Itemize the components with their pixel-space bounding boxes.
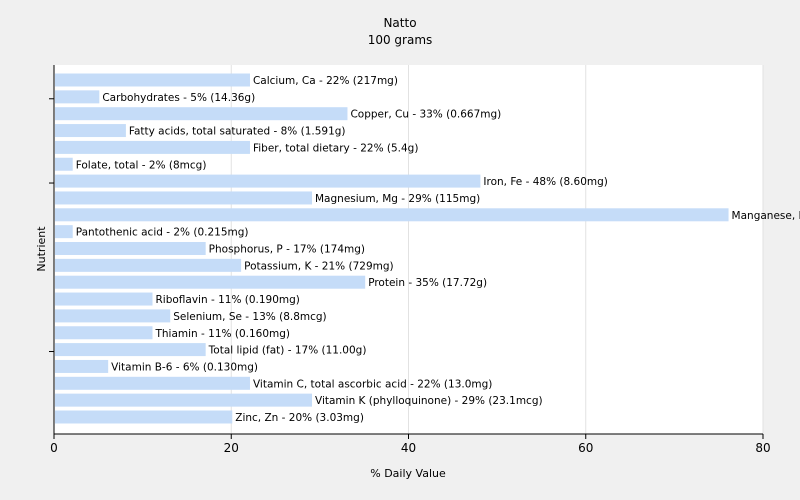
bar-label: Pantothenic acid - 2% (0.215mg) <box>76 227 249 239</box>
x-tick-label: 20 <box>224 441 239 455</box>
bar <box>55 124 126 138</box>
x-axis-title: % Daily Value <box>370 467 446 480</box>
bar-label: Iron, Fe - 48% (8.60mg) <box>483 176 607 188</box>
bar-label: Vitamin C, total ascorbic acid - 22% (13… <box>253 378 492 390</box>
bar <box>55 275 366 289</box>
x-tick-label: 60 <box>578 441 593 455</box>
bar-label: Carbohydrates - 5% (14.36g) <box>102 92 255 104</box>
bar <box>55 225 73 239</box>
x-tick-label: 80 <box>755 441 770 455</box>
y-axis-title: Nutrient <box>35 226 48 272</box>
bar-label: Zinc, Zn - 20% (3.03mg) <box>235 412 364 424</box>
bar-label: Copper, Cu - 33% (0.667mg) <box>350 109 501 121</box>
bar-label: Potassium, K - 21% (729mg) <box>244 260 394 272</box>
bar-label: Selenium, Se - 13% (8.8mcg) <box>173 311 326 323</box>
bar-label: Vitamin B-6 - 6% (0.130mg) <box>111 361 258 373</box>
bars <box>55 73 729 424</box>
bar <box>55 326 153 340</box>
chart-title: Natto <box>383 16 416 30</box>
bar <box>55 191 313 205</box>
bar-label: Protein - 35% (17.72g) <box>368 277 487 289</box>
bar <box>55 140 250 154</box>
bar <box>55 157 73 171</box>
bar <box>55 359 109 373</box>
x-axis-ticks: 0 20 40 60 80 <box>50 434 771 455</box>
bar <box>55 258 242 272</box>
bar <box>55 208 729 222</box>
bar-label: Manganese, Mn - 76% (1.528mg) <box>732 210 800 222</box>
y-axis-ticks <box>49 98 54 353</box>
chart-subtitle: 100 grams <box>368 33 433 47</box>
bar-label: Thiamin - 11% (0.160mg) <box>154 328 290 340</box>
bar <box>55 343 206 357</box>
bar-label: Total lipid (fat) - 17% (11.00g) <box>208 345 367 357</box>
bar-label: Phosphorus, P - 17% (174mg) <box>209 244 365 256</box>
bar <box>55 410 233 424</box>
bar-label: Fatty acids, total saturated - 8% (1.591… <box>129 126 346 138</box>
bar-label: Fiber, total dietary - 22% (5.4g) <box>253 142 418 154</box>
bar <box>55 393 313 407</box>
bar <box>55 174 481 188</box>
bar-label: Vitamin K (phylloquinone) - 29% (23.1mcg… <box>315 395 543 407</box>
bar <box>55 90 100 104</box>
bar <box>55 376 250 390</box>
x-tick-label: 40 <box>401 441 416 455</box>
bar-label: Riboflavin - 11% (0.190mg) <box>155 294 299 306</box>
bar <box>55 242 206 255</box>
bar-labels: Calcium, Ca - 22% (217mg) Carbohydrates -… <box>76 75 800 424</box>
grid-lines <box>230 65 764 434</box>
bar-label: Calcium, Ca - 22% (217mg) <box>253 75 398 87</box>
bar-label: Magnesium, Mg - 29% (115mg) <box>315 193 480 205</box>
bar <box>55 292 153 306</box>
x-tick-label: 0 <box>50 441 58 455</box>
bar-label: Folate, total - 2% (8mcg) <box>76 159 207 171</box>
bar <box>55 73 250 87</box>
bar <box>55 107 348 121</box>
bar <box>55 309 171 323</box>
